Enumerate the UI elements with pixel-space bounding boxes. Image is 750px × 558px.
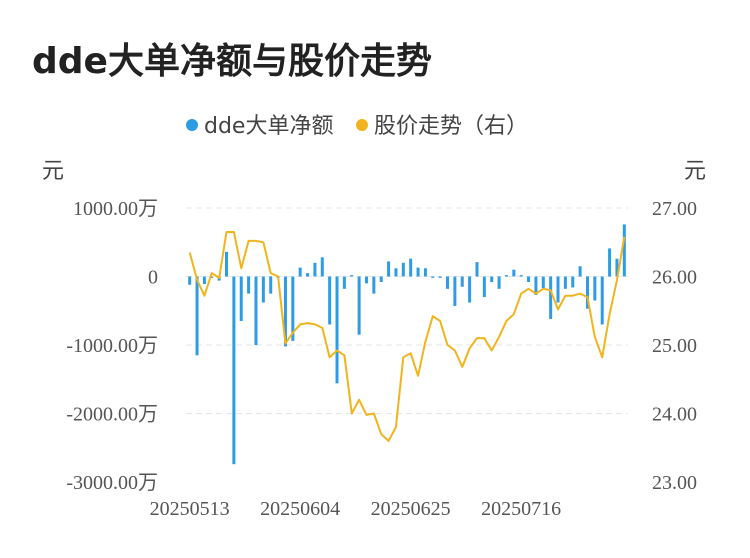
x-tick-label: 20250513 [150, 498, 230, 520]
bar [438, 276, 442, 278]
left-tick-label: 0 [148, 267, 158, 289]
bar [541, 276, 545, 289]
bar [247, 276, 251, 294]
bar [497, 276, 501, 289]
right-tick-label: 24.00 [652, 404, 697, 426]
right-tick-label: 25.00 [652, 335, 697, 357]
bar [593, 276, 597, 301]
line-series [188, 231, 626, 442]
x-tick-label: 20250625 [371, 498, 451, 520]
legend-label-dde: dde大单净额 [204, 114, 333, 139]
x-tick-label: 20250716 [481, 498, 561, 520]
bar [423, 268, 427, 277]
bar [460, 276, 464, 287]
bar [210, 276, 214, 278]
bar [328, 276, 332, 325]
bar [379, 276, 383, 282]
bar [571, 276, 575, 288]
left-tick-label: -2000.00万 [66, 404, 158, 426]
left-tick-label: 1000.00万 [73, 198, 158, 220]
bar [519, 275, 523, 277]
bar [585, 276, 589, 309]
bar-series [188, 224, 626, 465]
bar [261, 276, 265, 303]
bar [202, 276, 206, 285]
bar [527, 276, 531, 282]
bar [468, 276, 472, 303]
bar [615, 258, 619, 277]
right-tick-label: 26.00 [652, 267, 697, 289]
bar [453, 276, 457, 306]
bar [364, 276, 368, 284]
bar [578, 266, 582, 277]
bar [188, 276, 192, 285]
bar [490, 276, 494, 282]
grid-lines [186, 207, 628, 414]
bar [195, 276, 199, 356]
bar [269, 276, 273, 294]
bar [401, 262, 405, 277]
legend-label-price: 股价走势（右） [374, 114, 528, 139]
bar [416, 267, 420, 277]
bar [313, 262, 317, 277]
bar [563, 276, 567, 289]
x-tick-label: 20250604 [260, 498, 340, 520]
chart-title: dde大单净额与股价走势 [32, 41, 432, 82]
bar [622, 224, 626, 277]
bar [357, 276, 361, 335]
bar [350, 275, 354, 277]
bar [372, 276, 376, 294]
bar [298, 267, 302, 277]
bar [306, 273, 310, 277]
bar [335, 276, 339, 384]
bar [556, 276, 560, 303]
bar [446, 276, 450, 289]
right-axis-unit: 元 [684, 159, 706, 184]
bar [534, 276, 538, 295]
bar [608, 248, 612, 277]
left-axis-unit: 元 [42, 159, 64, 184]
bar [482, 276, 486, 298]
bar [232, 276, 236, 465]
bar [512, 269, 516, 277]
left-tick-label: -1000.00万 [66, 335, 158, 357]
axes: 1000.00万 0 -1000.00万 -2000.00万 -3000.00万 27.0… [66, 198, 697, 520]
right-tick-label: 27.00 [652, 198, 697, 220]
left-tick-label: -3000.00万 [66, 472, 158, 494]
bar [394, 268, 398, 277]
bar [475, 262, 479, 277]
bar [342, 276, 346, 289]
bar [283, 276, 287, 347]
bar [225, 251, 229, 277]
bar [504, 275, 508, 277]
bar [387, 261, 391, 277]
bar [409, 258, 413, 277]
right-tick-label: 23.00 [652, 472, 697, 494]
bar [549, 276, 553, 319]
price-line [188, 231, 626, 442]
bar [600, 276, 604, 325]
bar [320, 257, 324, 277]
bar [239, 276, 243, 322]
bar [431, 276, 435, 278]
legend[interactable]: dde大单净额 股价走势（右） [186, 114, 528, 139]
legend-marker-dde [186, 119, 198, 131]
legend-marker-price [356, 119, 368, 131]
bar [254, 276, 258, 345]
bar [291, 276, 295, 341]
